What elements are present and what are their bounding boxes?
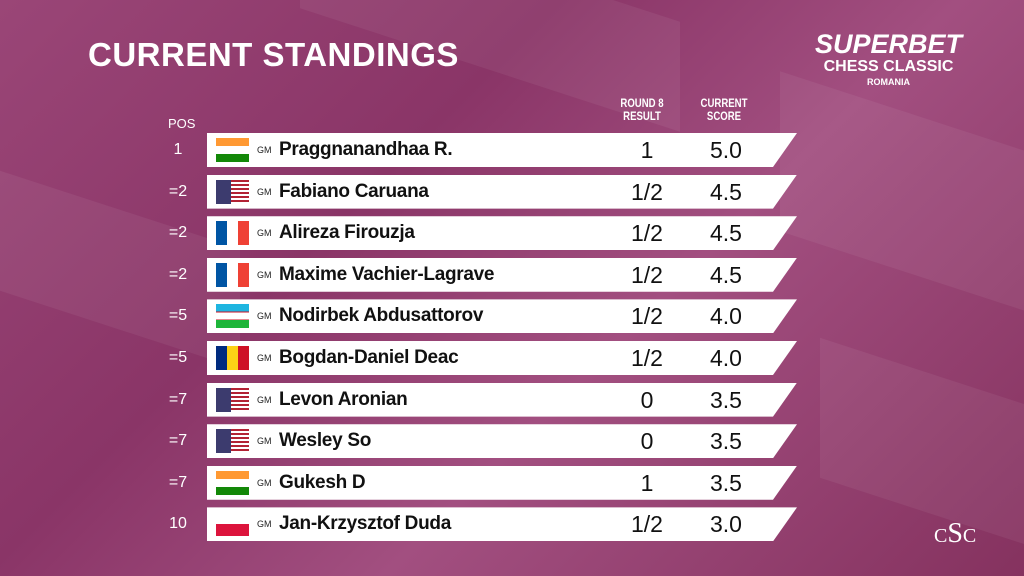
position: 1 bbox=[173, 141, 183, 158]
player-name: Praggnanandhaa R. bbox=[279, 139, 453, 160]
round-result: 1/2 bbox=[631, 261, 663, 288]
current-score: 4.5 bbox=[710, 178, 742, 205]
round-result: 0 bbox=[640, 386, 654, 413]
flag-uzbekistan-icon bbox=[216, 304, 249, 328]
player-name: Jan-Krzysztof Duda bbox=[279, 513, 451, 535]
flag-india-icon bbox=[216, 138, 249, 162]
page-title: CURRENT STANDINGS bbox=[88, 36, 459, 73]
flag-usa-icon bbox=[216, 429, 249, 453]
table-row: GM Jan-Krzysztof Duda 1/2 3.0 bbox=[207, 507, 797, 541]
flag-poland-icon bbox=[216, 512, 249, 536]
current-score: 3.5 bbox=[710, 428, 742, 455]
flag-india-icon bbox=[216, 471, 249, 495]
round-result: 0 bbox=[640, 428, 654, 455]
flag-france-icon bbox=[216, 263, 249, 287]
table-row: GM Gukesh D 1 3.5 bbox=[207, 466, 797, 500]
player-title: GM bbox=[257, 519, 272, 530]
flag-romania-icon bbox=[216, 346, 249, 370]
logo-line2: CHESS CLASSIC bbox=[823, 58, 954, 75]
flag-usa-icon bbox=[216, 180, 249, 204]
position: =7 bbox=[168, 473, 188, 491]
table-row: GM Nodirbek Abdusattorov 1/2 4.0 bbox=[207, 299, 797, 333]
player-title: GM bbox=[257, 436, 272, 447]
background-shard bbox=[820, 337, 1024, 563]
current-score: 5.0 bbox=[710, 137, 742, 163]
player-name: Maxime Vachier-Lagrave bbox=[279, 263, 495, 285]
player-name: Nodirbek Abdusattorov bbox=[279, 305, 484, 327]
current-score: 3.5 bbox=[710, 469, 742, 496]
position: =7 bbox=[168, 390, 188, 408]
player-name: Bogdan-Daniel Deac bbox=[279, 347, 459, 368]
table-row: GM Alireza Firouzja 1/2 4.5 bbox=[207, 216, 797, 250]
current-score: 3.0 bbox=[710, 511, 742, 538]
player-name: Fabiano Caruana bbox=[279, 180, 429, 202]
table-row: GM Bogdan-Daniel Deac 1/2 4.0 bbox=[207, 341, 797, 375]
player-title: GM bbox=[257, 394, 272, 405]
csc-monogram: CSC bbox=[934, 518, 977, 549]
round-result: 1/2 bbox=[631, 511, 663, 538]
player-title: GM bbox=[257, 269, 272, 280]
position: =2 bbox=[168, 182, 188, 200]
player-name: Wesley So bbox=[279, 430, 371, 452]
player-name: Alireza Firouzja bbox=[279, 222, 415, 244]
current-score: 4.0 bbox=[710, 303, 742, 330]
flag-france-icon bbox=[216, 221, 249, 245]
player-title: GM bbox=[257, 228, 272, 239]
round-result: 1/2 bbox=[631, 178, 663, 205]
round-result: 1/2 bbox=[631, 345, 663, 371]
logo-line1: SUPERBET bbox=[814, 29, 963, 59]
current-score: 4.5 bbox=[710, 261, 742, 288]
background-shard bbox=[0, 151, 240, 369]
flag-usa-icon bbox=[216, 388, 249, 412]
position: =5 bbox=[168, 307, 188, 325]
table-row: GM Wesley So 0 3.5 bbox=[207, 424, 797, 458]
logo-line3: ROMANIA bbox=[867, 77, 910, 87]
player-title: GM bbox=[257, 477, 272, 488]
background-shard bbox=[780, 71, 1024, 329]
position: =2 bbox=[168, 224, 188, 242]
round-result: 1/2 bbox=[631, 303, 663, 330]
score-header: CURRENT SCORE bbox=[700, 96, 748, 123]
table-row: GM Praggnanandhaa R. 1 5.0 bbox=[207, 133, 797, 167]
position: =2 bbox=[168, 265, 188, 283]
player-name: Levon Aronian bbox=[279, 388, 408, 410]
position: =5 bbox=[168, 349, 188, 366]
player-title: GM bbox=[257, 353, 272, 363]
pos-header: POS bbox=[168, 116, 196, 131]
round-result: 1 bbox=[640, 137, 654, 163]
player-title: GM bbox=[257, 186, 272, 197]
current-score: 4.0 bbox=[710, 345, 742, 371]
table-row: GM Maxime Vachier-Lagrave 1/2 4.5 bbox=[207, 258, 797, 292]
round-result: 1/2 bbox=[631, 220, 663, 247]
player-title: GM bbox=[257, 145, 272, 155]
superbet-logo: SUPERBET CHESS CLASSIC ROMANIA bbox=[806, 30, 971, 88]
table-row: GM Levon Aronian 0 3.5 bbox=[207, 383, 797, 417]
table-row: GM Fabiano Caruana 1/2 4.5 bbox=[207, 175, 797, 209]
current-score: 4.5 bbox=[710, 220, 742, 247]
round-result: 1 bbox=[640, 469, 654, 496]
result-header: ROUND 8 RESULT bbox=[620, 96, 664, 123]
current-score: 3.5 bbox=[710, 386, 742, 413]
player-name: Gukesh D bbox=[279, 471, 366, 493]
position: =7 bbox=[168, 432, 188, 450]
player-title: GM bbox=[257, 311, 272, 322]
position: 10 bbox=[169, 515, 187, 533]
